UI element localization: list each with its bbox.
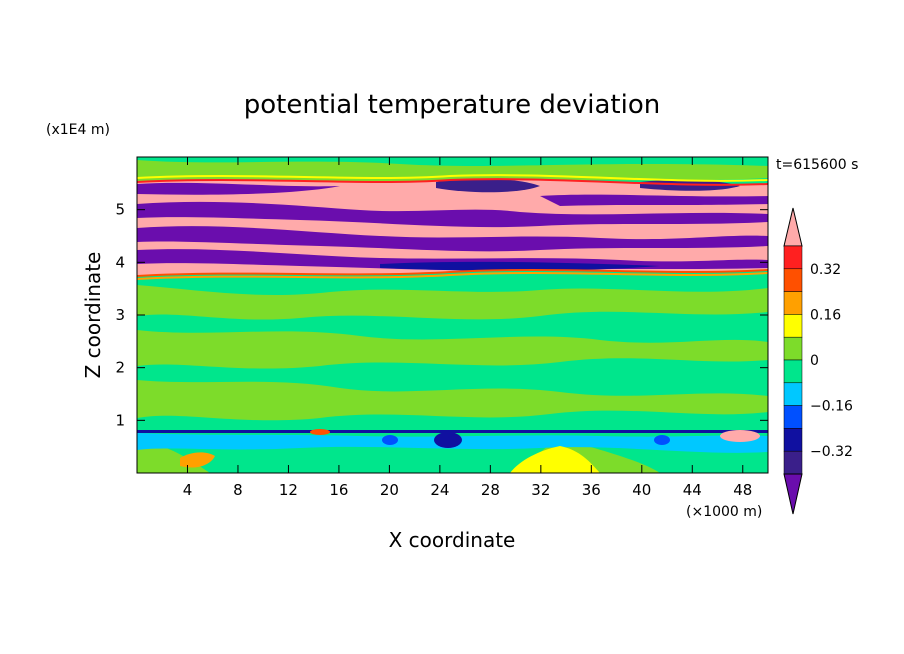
x-axis: 4 8 12 16 20 24 28 32 36 40 44 48 (183, 157, 752, 499)
x-tick-label: 48 (733, 481, 752, 499)
plot-area (137, 157, 768, 473)
x-unit-label: (×1000 m) (686, 504, 762, 520)
colorbar-label: −0.32 (810, 444, 853, 460)
colorbar-label: 0 (810, 353, 819, 369)
y-tick-label: 3 (115, 306, 125, 324)
x-tick-label: 4 (183, 481, 193, 499)
colorbar-segment (783, 382, 803, 406)
x-tick-label: 24 (430, 481, 449, 499)
colorbar-segment (783, 405, 803, 429)
colorbar-segment (783, 245, 803, 270)
colorbar-segment (783, 359, 803, 384)
x-tick-label: 20 (380, 481, 399, 499)
low-level-features (137, 429, 768, 473)
colorbar-label: 0.32 (810, 262, 841, 278)
x-tick-label: 36 (582, 481, 601, 499)
colorbar-segment (783, 428, 803, 452)
x-tick-label: 16 (329, 481, 348, 499)
y-unit-label: (x1E4 m) (46, 122, 110, 138)
chart-title: potential temperature deviation (244, 90, 660, 120)
colorbar-segment (783, 291, 803, 315)
y-tick-label: 5 (115, 201, 125, 219)
colorbar-min-extension (783, 473, 803, 515)
colorbar: 0.32 0.16 0 −0.16 −0.32 (783, 207, 853, 515)
x-tick-label: 40 (632, 481, 651, 499)
x-tick-label: 32 (531, 481, 550, 499)
colorbar-segment (783, 314, 803, 338)
colorbar-segment (783, 268, 803, 292)
x-tick-label: 28 (481, 481, 500, 499)
upper-layer-bands (137, 174, 768, 280)
x-tick-label: 44 (683, 481, 702, 499)
x-tick-label: 12 (279, 481, 298, 499)
x-tick-label: 8 (233, 481, 243, 499)
colorbar-label: 0.16 (810, 307, 841, 323)
y-axis-label: Z coordinate (81, 252, 105, 379)
y-tick-label: 1 (115, 411, 125, 429)
y-axis: 1 2 3 4 5 (115, 201, 768, 429)
y-tick-label: 2 (115, 359, 125, 377)
colorbar-max-extension (783, 207, 803, 247)
colorbar-segment (783, 450, 803, 475)
x-axis-label: X coordinate (389, 528, 516, 552)
colorbar-label: −0.16 (810, 399, 853, 415)
time-label: t=615600 s (776, 157, 858, 173)
y-tick-label: 4 (115, 253, 125, 271)
colorbar-segment (783, 336, 803, 361)
